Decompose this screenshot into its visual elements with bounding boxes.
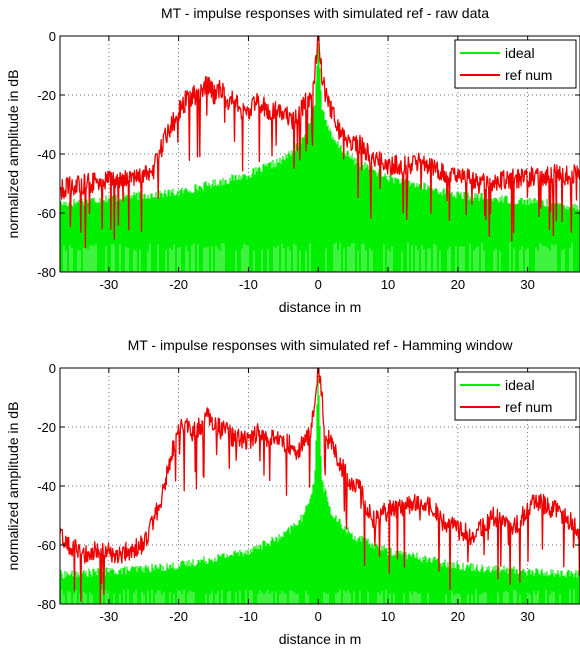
series-ideal xyxy=(59,378,580,604)
series-ideal xyxy=(59,45,580,272)
y-tick-label: 0 xyxy=(49,361,56,376)
chart-title: MT - impulse responses with simulated re… xyxy=(128,337,514,353)
x-tick-label: -10 xyxy=(239,609,258,624)
x-tick-label: 20 xyxy=(451,277,465,292)
y-tick-label: -60 xyxy=(37,206,56,221)
y-axis-label: normalized amplitude in dB xyxy=(5,402,21,571)
legend-label-ideal: ideal xyxy=(505,45,535,61)
series-ref-num xyxy=(59,35,580,249)
x-tick-label: 30 xyxy=(520,277,534,292)
chart-hamming-window: MT - impulse responses with simulated re… xyxy=(5,337,580,647)
x-tick-label: 0 xyxy=(315,609,322,624)
y-tick-labels: 0 -20 -40 -60 -80 xyxy=(37,361,580,612)
legend-box xyxy=(454,371,577,421)
chart-raw-data: MT - impulse responses with simulated re… xyxy=(5,5,580,315)
legend-box xyxy=(454,39,577,89)
x-tick-label: -10 xyxy=(239,277,258,292)
legend-label-ref-num: ref num xyxy=(505,399,552,415)
x-tick-label: 0 xyxy=(315,277,322,292)
x-tick-label: 10 xyxy=(381,609,395,624)
y-tick-label: -40 xyxy=(37,479,56,494)
x-tick-labels: -30 -20 -10 0 10 20 30 xyxy=(99,368,535,624)
y-tick-label: -60 xyxy=(37,538,56,553)
legend-label-ideal: ideal xyxy=(505,377,535,393)
y-tick-label: -20 xyxy=(37,420,56,435)
x-tick-label: 30 xyxy=(520,609,534,624)
x-tick-labels: -30 -20 -10 0 10 20 30 xyxy=(99,36,535,292)
y-tick-labels: 0 -20 -40 -60 -80 xyxy=(37,29,580,280)
y-axis-label: normalized amplitude in dB xyxy=(5,70,21,239)
legend: ideal ref num xyxy=(454,371,577,421)
series-ref-num xyxy=(59,367,580,605)
ref-num-line xyxy=(59,367,580,605)
y-tick-label: 0 xyxy=(49,29,56,44)
x-axis-label: distance in m xyxy=(279,631,361,647)
x-tick-label: 10 xyxy=(381,277,395,292)
legend-label-ref-num: ref num xyxy=(505,67,552,83)
y-tick-label: -20 xyxy=(37,88,56,103)
x-tick-label: -20 xyxy=(169,609,188,624)
x-tick-label: 20 xyxy=(451,609,465,624)
y-tick-label: -80 xyxy=(37,597,56,612)
x-tick-label: -30 xyxy=(99,609,118,624)
legend: ideal ref num xyxy=(454,39,577,89)
x-tick-label: -20 xyxy=(169,277,188,292)
y-tick-label: -40 xyxy=(37,147,56,162)
y-tick-label: -80 xyxy=(37,265,56,280)
chart-title: MT - impulse responses with simulated re… xyxy=(161,5,489,21)
x-tick-label: -30 xyxy=(99,277,118,292)
ref-num-line xyxy=(59,35,580,249)
x-axis-label: distance in m xyxy=(279,299,361,315)
